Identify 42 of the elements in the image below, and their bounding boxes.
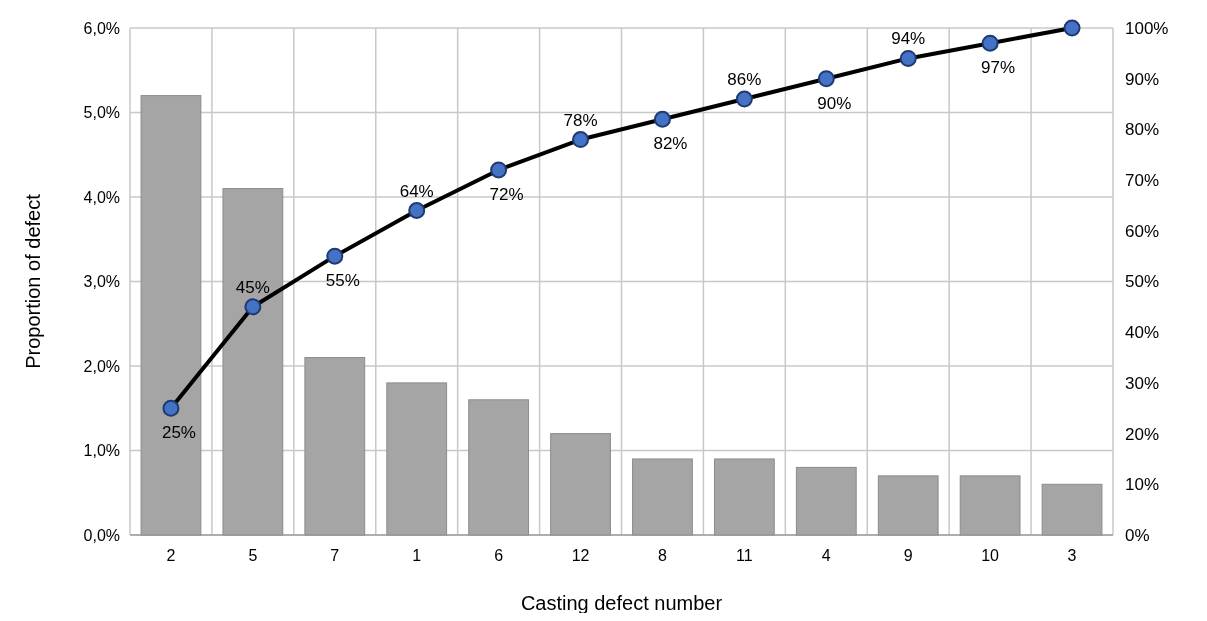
y2-tick-label: 50% xyxy=(1125,272,1160,292)
data-label: 78% xyxy=(563,110,598,130)
y2-tick-label: 10% xyxy=(1125,475,1160,495)
y-tick-label: 5,0% xyxy=(83,104,120,122)
data-label: 45% xyxy=(235,277,270,297)
y-tick-label: 1,0% xyxy=(83,442,120,460)
y-tick-label: 3,0% xyxy=(83,273,120,291)
x-tick-label: 9 xyxy=(903,547,913,564)
data-label: 64% xyxy=(399,181,434,201)
x-tick-label: 1 xyxy=(412,547,422,564)
y-tick-label: 6,0% xyxy=(83,19,120,37)
y2-tick-label: 60% xyxy=(1125,221,1160,241)
x-tick-label: 11 xyxy=(736,547,753,564)
x-tick-label: 4 xyxy=(821,547,831,564)
x-tick-label: 7 xyxy=(330,547,340,564)
y2-tick-label: 80% xyxy=(1125,120,1160,140)
data-label: 55% xyxy=(325,271,360,291)
y2-tick-label: 40% xyxy=(1125,323,1160,343)
y2-tick-label: 0% xyxy=(1125,525,1150,545)
data-label: 97% xyxy=(981,58,1016,78)
x-tick-label: 6 xyxy=(494,547,504,564)
x-tick-label: 12 xyxy=(571,547,590,564)
data-label: 90% xyxy=(817,93,852,113)
y2-tick-label: 30% xyxy=(1125,373,1160,393)
y-tick-label: 4,0% xyxy=(83,188,120,206)
x-tick-label: 5 xyxy=(248,547,258,564)
y-tick-label: 2,0% xyxy=(83,357,120,375)
y2-tick-label: 20% xyxy=(1125,424,1160,444)
y2-tick-label: 90% xyxy=(1125,69,1160,89)
x-tick-label: 8 xyxy=(658,547,668,564)
y2-tick-label: 70% xyxy=(1125,171,1160,191)
data-label: 72% xyxy=(489,184,524,204)
y-tick-label: 0,0% xyxy=(83,526,120,544)
data-label: 94% xyxy=(891,29,926,49)
data-label: 86% xyxy=(727,69,762,89)
x-tick-label: 3 xyxy=(1067,547,1077,564)
data-label: 82% xyxy=(653,134,688,154)
y2-tick-label: 100% xyxy=(1125,18,1169,38)
x-tick-label: 2 xyxy=(166,547,176,564)
x-tick-label: 10 xyxy=(981,547,1000,564)
y-axis-title: Proportion of defect xyxy=(22,193,44,369)
data-label: 25% xyxy=(161,423,196,443)
